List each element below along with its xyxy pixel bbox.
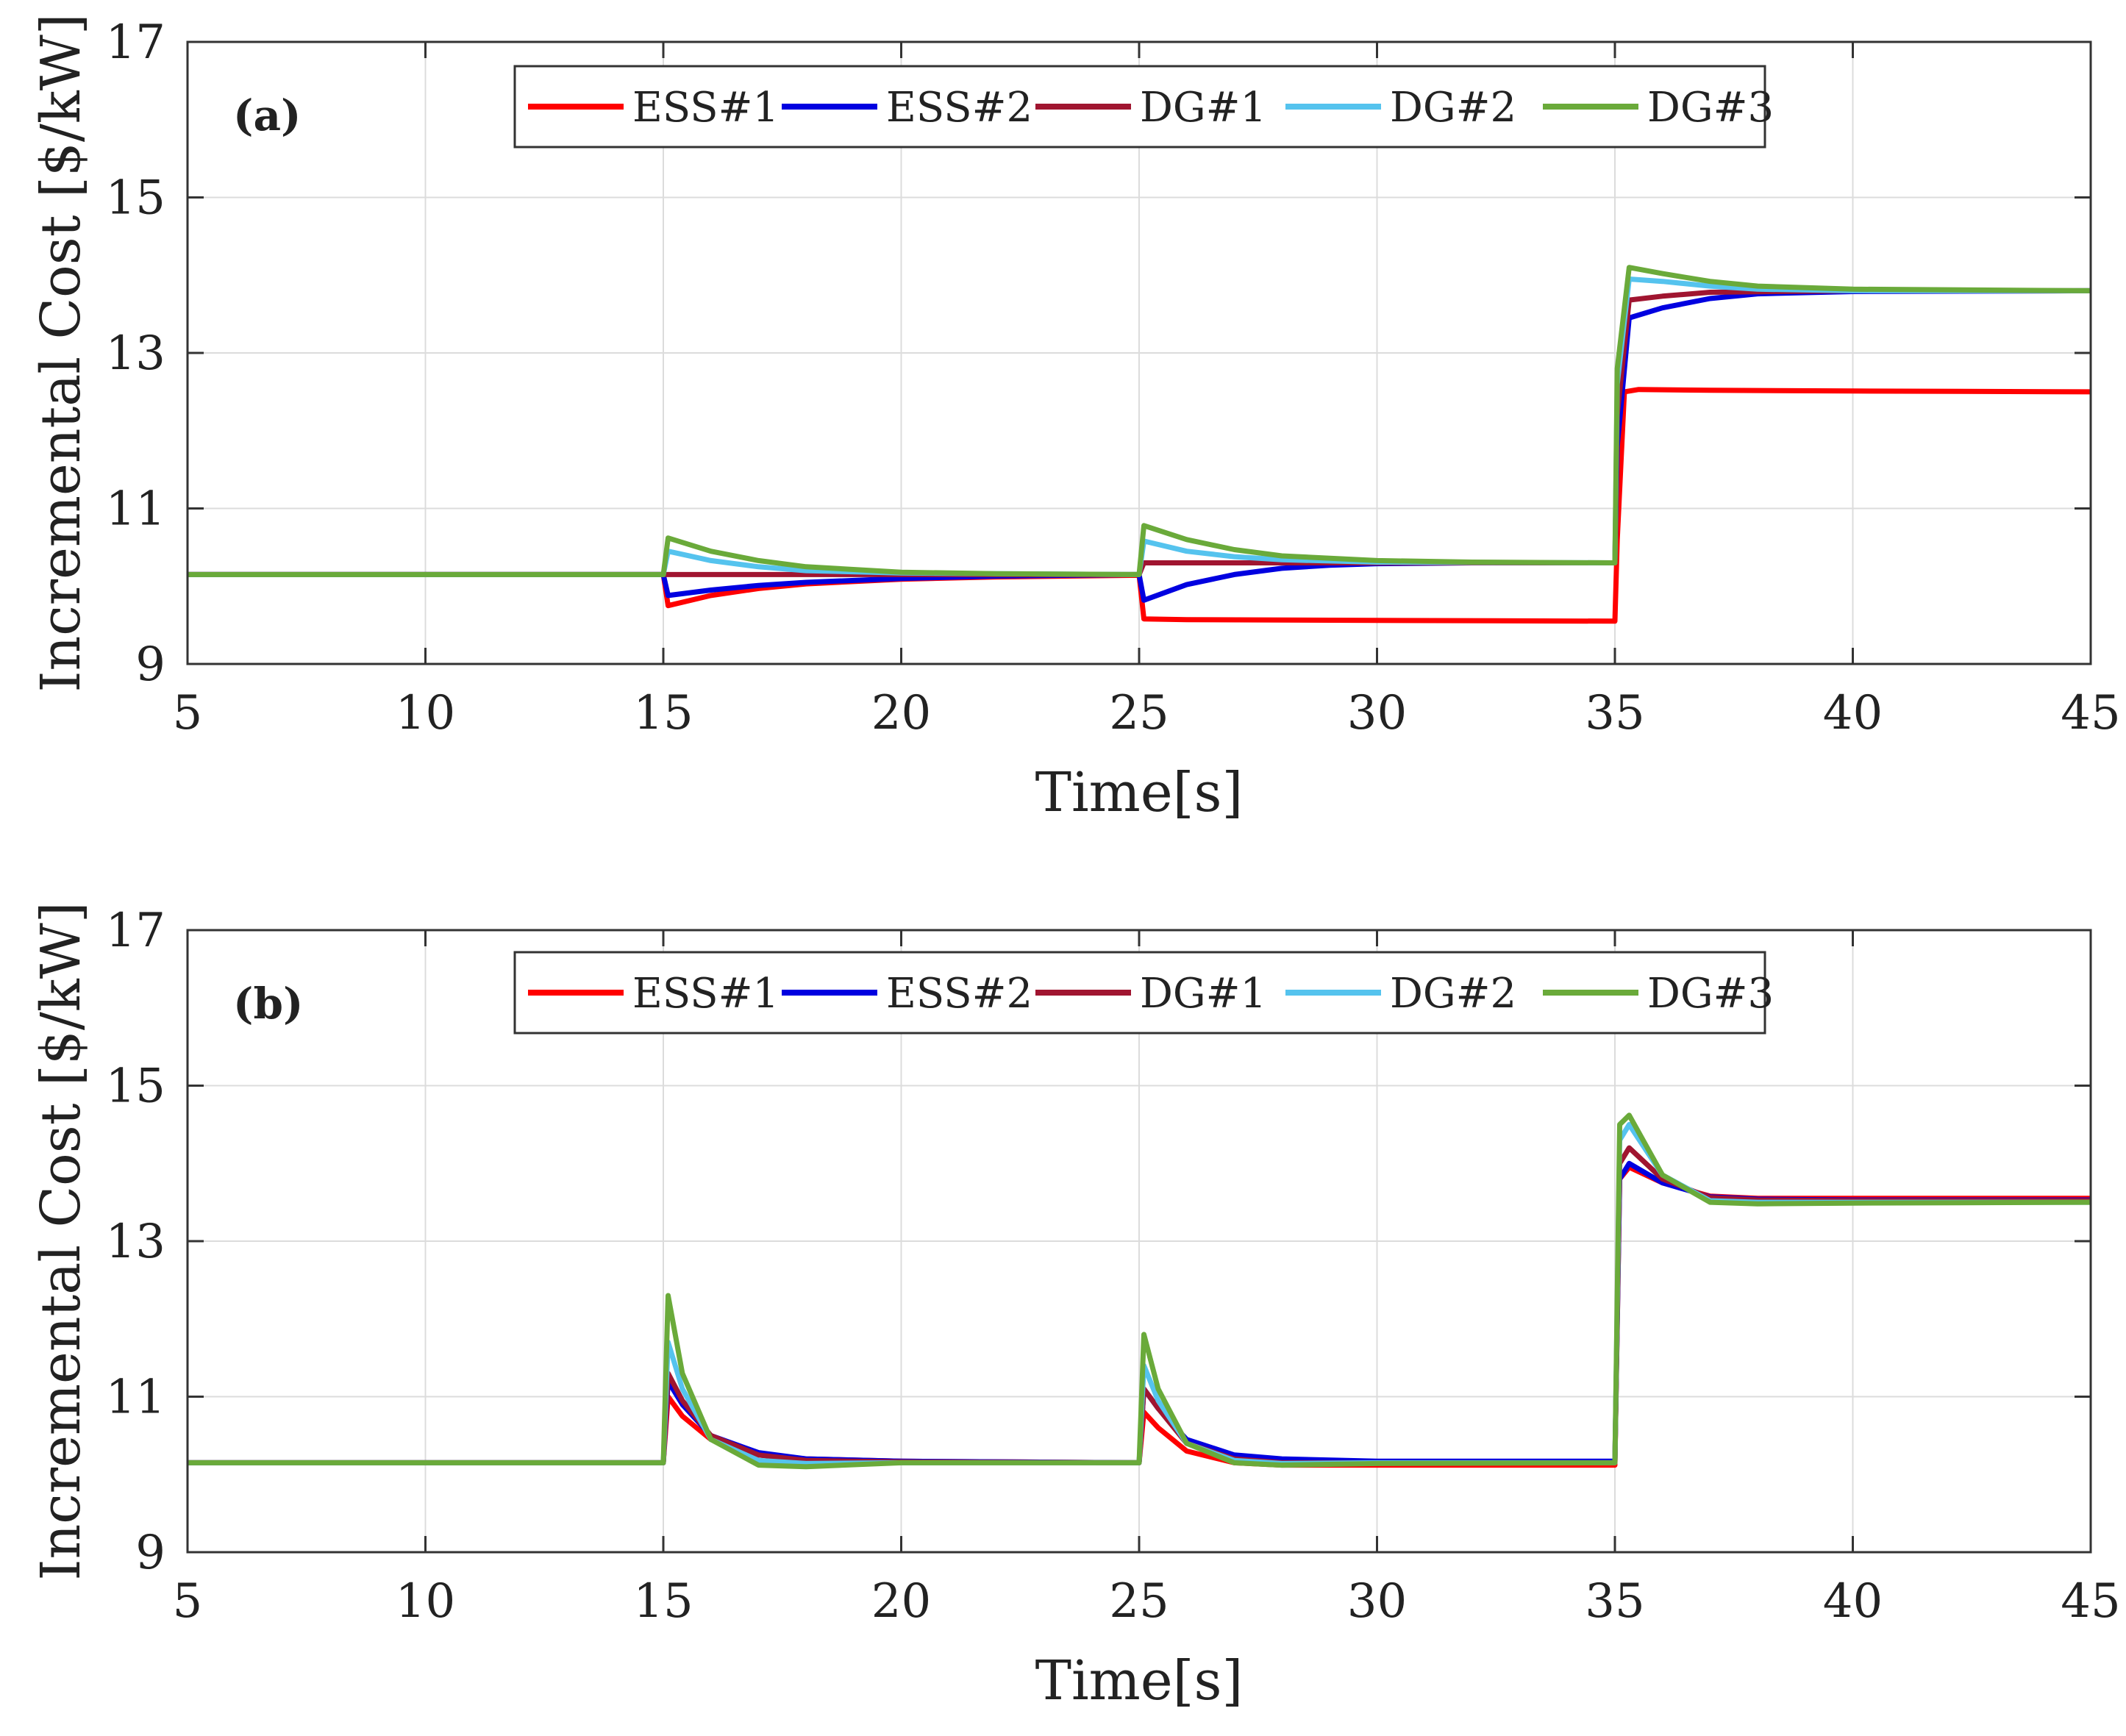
legend-item: DG#1 — [1035, 970, 1266, 1018]
x-tick-label: 15 — [633, 686, 693, 740]
legend-item: DG#2 — [1285, 970, 1516, 1018]
legend-item: DG#1 — [1035, 84, 1266, 132]
panel-label: (b) — [233, 979, 303, 1029]
x-tick-label: 40 — [1823, 686, 1883, 740]
legend: ESS#1 ESS#2 DG#1 DG#2 DG#3 — [513, 65, 1774, 149]
y-tick-label: 9 — [135, 1526, 165, 1580]
y-tick-label: 11 — [106, 1371, 165, 1425]
legend-label: DG#1 — [1140, 84, 1266, 132]
legend-item: DG#3 — [1543, 84, 1774, 132]
x-tick-label: 15 — [633, 1574, 693, 1629]
legend-label: ESS#1 — [632, 84, 779, 132]
legend-item: ESS#2 — [782, 970, 1032, 1018]
y-tick-label: 13 — [106, 1215, 165, 1269]
x-tick-label: 45 — [2061, 1574, 2120, 1629]
legend-label: DG#3 — [1647, 84, 1774, 132]
y-tick-label: 17 — [106, 904, 165, 958]
legend-item: ESS#1 — [528, 84, 779, 132]
x-tick-label: 5 — [173, 1574, 203, 1629]
legend-label: ESS#2 — [886, 970, 1032, 1018]
legend-item: ESS#1 — [528, 970, 779, 1018]
x-tick-label: 20 — [871, 1574, 931, 1629]
axes-frame — [186, 929, 2092, 1554]
axes-frame — [186, 40, 2092, 665]
x-tick-label: 10 — [396, 1574, 455, 1629]
x-tick-label: 25 — [1109, 686, 1169, 740]
chart-panel-b: 5 10 15 20 25 30 35 40 45 9 11 13 15 17 Time[s] Increme… — [29, 901, 2121, 1712]
y-axis-label: Incremental Cost [$/kW] — [29, 13, 93, 692]
series-line-ess-1 — [188, 387, 2091, 624]
x-tick-label: 45 — [2061, 686, 2120, 740]
chart-panel-a: 5 10 15 20 25 30 35 40 45 9 11 13 15 17 Time[s] Increme… — [29, 13, 2121, 824]
legend-label: DG#2 — [1390, 84, 1516, 132]
legend-item: DG#2 — [1285, 84, 1516, 132]
y-tick-label: 17 — [106, 15, 165, 70]
series-line-dg-3 — [188, 1112, 2091, 1470]
y-tick-label: 15 — [106, 1060, 165, 1114]
x-tick-label: 25 — [1109, 1574, 1169, 1629]
legend-label: DG#2 — [1390, 970, 1516, 1018]
legend-label: DG#1 — [1140, 970, 1266, 1018]
series-lines — [188, 265, 2091, 624]
x-tick-label: 20 — [871, 686, 931, 740]
series-lines — [188, 1112, 2091, 1470]
x-tick-label: 35 — [1585, 686, 1644, 740]
series-line-dg-3 — [188, 265, 2091, 577]
legend-label: DG#3 — [1647, 970, 1774, 1018]
x-tick-label: 30 — [1347, 1574, 1407, 1629]
y-tick-label: 9 — [135, 637, 165, 692]
panel-label: (a) — [233, 90, 301, 140]
legend: ESS#1 ESS#2 DG#1 DG#2 DG#3 — [513, 951, 1774, 1035]
y-tick-label: 15 — [106, 171, 165, 226]
series-line-dg-2 — [188, 276, 2091, 577]
x-axis-label: Time[s] — [1035, 1649, 1244, 1712]
x-tick-label: 30 — [1347, 686, 1407, 740]
legend-label: ESS#2 — [886, 84, 1032, 132]
x-tick-label: 35 — [1585, 1574, 1644, 1629]
legend-item: DG#3 — [1543, 970, 1774, 1018]
y-axis-label: Incremental Cost [$/kW] — [29, 901, 93, 1580]
y-tick-label: 13 — [106, 326, 165, 381]
legend-label: ESS#1 — [632, 970, 779, 1018]
x-axis-label: Time[s] — [1035, 761, 1244, 824]
x-tick-label: 5 — [173, 686, 203, 740]
legend-item: ESS#2 — [782, 84, 1032, 132]
series-line-ess-2 — [188, 287, 2091, 603]
y-tick-label: 11 — [106, 482, 165, 537]
x-tick-label: 40 — [1823, 1574, 1883, 1629]
x-tick-label: 10 — [396, 686, 455, 740]
